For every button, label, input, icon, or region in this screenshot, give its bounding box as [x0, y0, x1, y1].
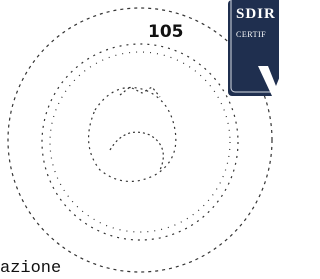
- seal-inner-ring-2: [50, 52, 230, 232]
- seal-emblem: [89, 88, 176, 182]
- page: 105 SDIR CERTIF azione {"page_number": "…: [0, 0, 279, 279]
- badge-subtitle: CERTIF: [236, 30, 266, 39]
- document-scan: 105 SDIR CERTIF azione: [0, 0, 279, 279]
- seal-emblem-detail: [110, 132, 163, 170]
- seal-inner-ring: [42, 44, 238, 240]
- page-number: 105: [148, 22, 184, 42]
- badge-title: SDIR: [236, 6, 276, 22]
- body-text-fragment: azione: [0, 259, 61, 278]
- certification-badge: SDIR CERTIF: [228, 0, 279, 96]
- seal-emblem-crown: [120, 87, 160, 97]
